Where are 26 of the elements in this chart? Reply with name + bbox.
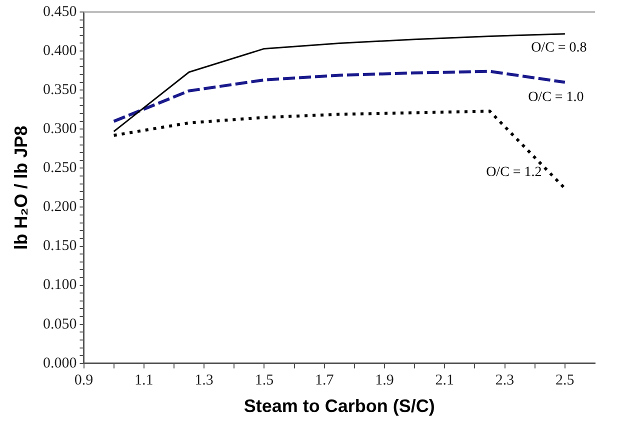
x-tick-label: 2.5 <box>556 372 574 388</box>
y-tick-label: 0.250 <box>43 160 77 176</box>
y-tick-label: 0.200 <box>43 199 77 216</box>
x-tick-label: 1.3 <box>194 372 214 388</box>
series-label: O/C = 1.0 <box>528 90 584 105</box>
series-label: O/C = 1.2 <box>486 165 542 180</box>
x-axis-title: Steam to Carbon (S/C) <box>244 396 435 416</box>
x-tick-label: 2.3 <box>495 372 514 388</box>
y-tick-label: 0.000 <box>43 355 77 372</box>
x-tick-label: 1.9 <box>375 372 394 388</box>
series-label: O/C = 0.8 <box>531 40 587 56</box>
y-tick-label: 0.300 <box>43 121 77 138</box>
x-tick-label: 2.1 <box>435 372 454 388</box>
x-tick-label: 1.1 <box>134 372 154 388</box>
y-tick-label: 0.400 <box>43 42 77 59</box>
y-axis-title: lb H₂O / lb JP8 <box>10 126 31 250</box>
x-tick-label: 1.5 <box>254 372 274 388</box>
y-tick-label: 0.150 <box>43 238 77 254</box>
y-tick-label: 0.350 <box>43 82 77 98</box>
line-series <box>112 110 566 190</box>
y-tick-label: 0.450 <box>43 4 77 20</box>
y-tick-label: 0.100 <box>43 277 77 294</box>
x-tick-label: 0.9 <box>74 372 94 388</box>
x-tick-label: 1.7 <box>314 372 334 388</box>
y-tick-label: 0.050 <box>43 316 77 332</box>
line-series <box>112 70 566 123</box>
